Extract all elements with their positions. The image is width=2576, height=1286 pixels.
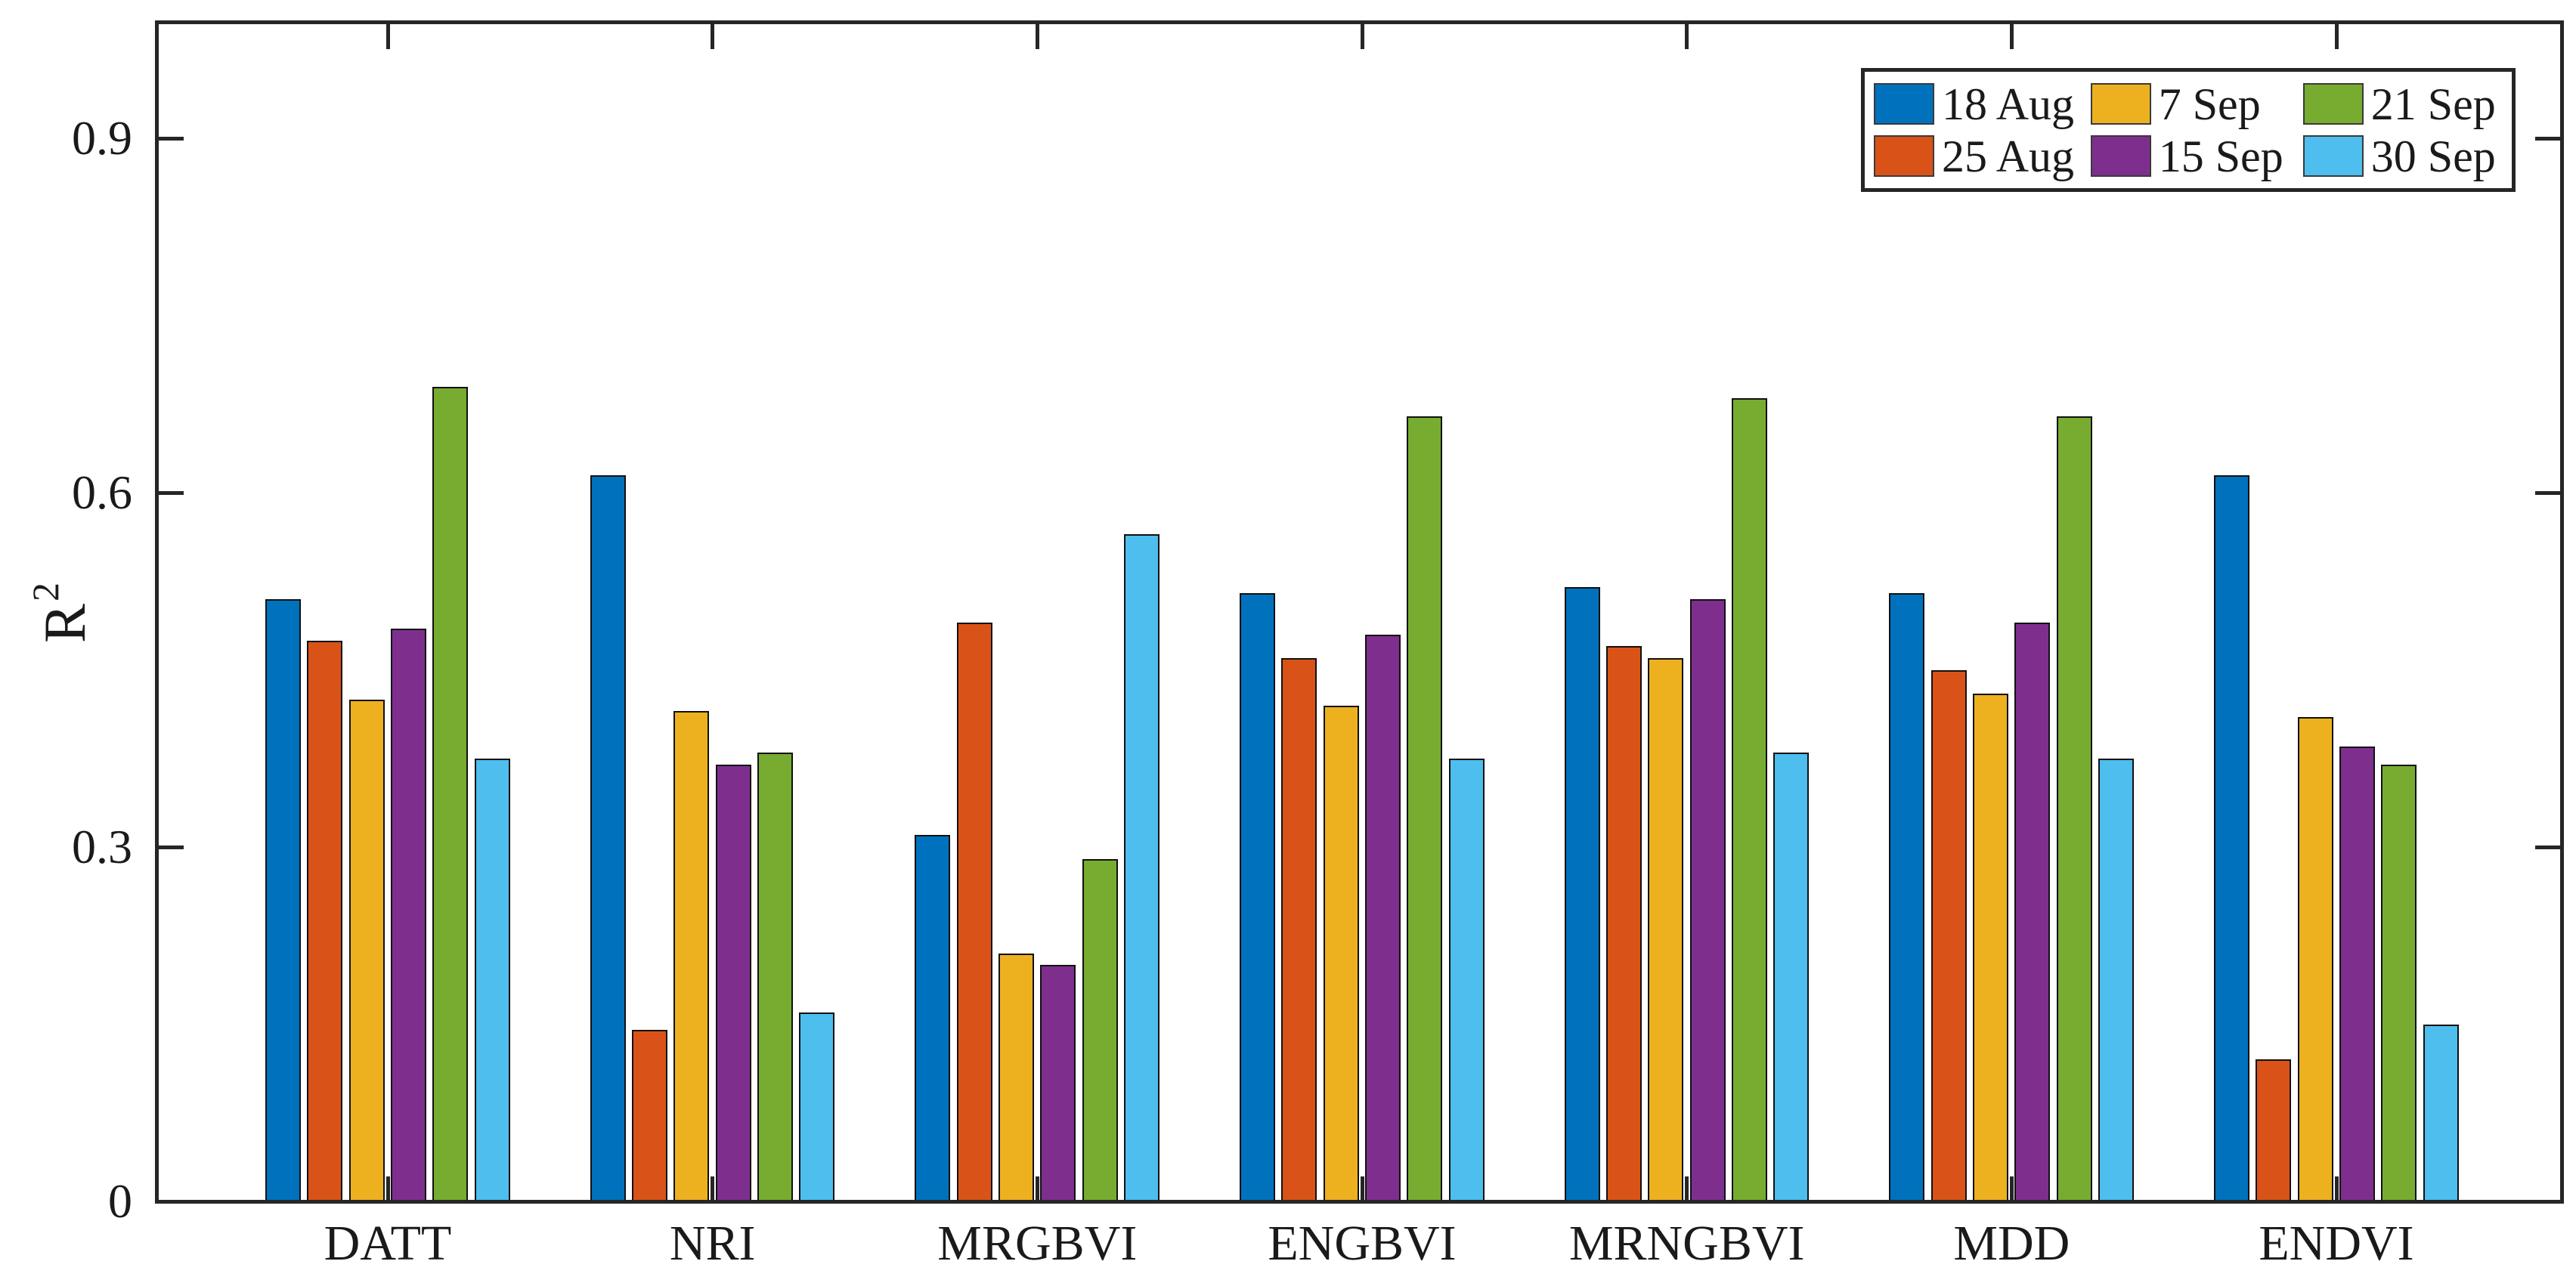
bar-mrgbvi-7-sep (999, 953, 1034, 1202)
bar-mrngbvi-18-aug (1564, 587, 1600, 1202)
bar-mdd-21-sep (2056, 416, 2092, 1202)
plot-border-top (155, 20, 2564, 24)
x-category-label: MDD (1953, 1216, 2070, 1271)
legend-swatch-21-sep (2302, 83, 2364, 125)
legend-item-21-sep: 21 Sep (2302, 79, 2503, 129)
bar-nri-7-sep (673, 711, 710, 1202)
bar-nri-15-sep (715, 764, 751, 1202)
x-category-label: DATT (324, 1216, 452, 1271)
x-category-label: MRGBVI (937, 1216, 1138, 1271)
legend-swatch-15-sep (2090, 135, 2151, 177)
x-axis-tick-bottom (385, 1176, 390, 1201)
legend-label: 7 Sep (2158, 79, 2261, 129)
legend-label: 30 Sep (2370, 131, 2496, 181)
y-axis-tick-left (159, 845, 184, 849)
x-axis-tick-top (385, 24, 390, 49)
bar-endvi-7-sep (2297, 717, 2333, 1202)
legend-swatch-25-aug (1874, 135, 1934, 177)
x-axis-tick-top (711, 24, 715, 49)
y-axis-tick-right (2535, 845, 2560, 849)
y-axis-tick-label: 0.9 (72, 111, 132, 165)
legend-item-18-aug: 18 Aug (1874, 80, 2091, 128)
bar-mrngbvi-30-sep (1773, 753, 1810, 1202)
x-axis-tick-bottom (2334, 1176, 2339, 1201)
legend-item-30-sep: 30 Sep (2302, 131, 2503, 181)
bar-datt-30-sep (474, 758, 510, 1202)
bar-nri-18-aug (590, 475, 626, 1202)
x-axis-tick-top (1360, 24, 1364, 49)
bar-mrgbvi-18-aug (915, 835, 951, 1202)
x-axis-tick-bottom (1685, 1176, 1689, 1201)
bar-mdd-30-sep (2098, 758, 2134, 1202)
y-axis-tick-label: 0 (108, 1174, 132, 1228)
bar-endvi-18-aug (2214, 475, 2250, 1202)
x-category-label: NRI (669, 1216, 756, 1271)
y-axis-tick-right (2535, 490, 2560, 495)
legend-swatch-30-sep (2302, 135, 2364, 177)
legend-item-25-aug: 25 Aug (1874, 132, 2091, 181)
bar-mdd-15-sep (2014, 623, 2051, 1202)
bar-endvi-25-aug (2256, 1059, 2292, 1202)
y-axis-tick-left (159, 136, 184, 141)
x-axis-tick-top (1035, 24, 1039, 49)
legend-swatch-18-aug (1874, 83, 1934, 125)
bar-mrgbvi-15-sep (1040, 965, 1076, 1202)
legend-label: 15 Sep (2158, 131, 2283, 181)
x-axis-tick-bottom (1035, 1176, 1039, 1201)
x-axis-tick-top (1685, 24, 1689, 49)
bar-nri-21-sep (757, 753, 793, 1202)
legend-swatch-7-sep (2090, 83, 2151, 125)
bar-datt-15-sep (390, 628, 426, 1202)
x-axis-tick-top (2334, 24, 2339, 49)
bar-nri-25-aug (632, 1030, 667, 1202)
bar-mrngbvi-15-sep (1689, 598, 1726, 1202)
bar-mrgbvi-25-aug (956, 623, 992, 1202)
bar-mdd-25-aug (1930, 669, 1967, 1202)
x-axis-tick-bottom (2009, 1176, 2014, 1201)
x-category-label: MRNGBVI (1568, 1216, 1805, 1271)
x-category-label: ENGBVI (1268, 1216, 1457, 1271)
x-axis-tick-bottom (1360, 1176, 1364, 1201)
x-axis-tick-top (2009, 24, 2014, 49)
bar-datt-25-aug (307, 640, 343, 1202)
bar-endvi-21-sep (2381, 764, 2417, 1202)
legend: 18 Aug 7 Sep 21 Sep 25 Aug 15 Sep 30 Sep (1861, 68, 2516, 192)
plot-border-left (155, 20, 159, 1204)
legend-item-15-sep: 15 Sep (2090, 131, 2303, 181)
bar-engbvi-18-aug (1240, 593, 1275, 1202)
legend-label: 25 Aug (1942, 131, 2075, 181)
y-axis-tick-label: 0.6 (72, 465, 132, 520)
bar-mrngbvi-7-sep (1648, 658, 1684, 1202)
bar-engbvi-7-sep (1323, 705, 1359, 1202)
x-axis-tick-bottom (711, 1176, 715, 1201)
bar-mrngbvi-25-aug (1606, 646, 1642, 1202)
bar-datt-18-aug (265, 598, 301, 1202)
bar-datt-21-sep (432, 386, 469, 1202)
plot-border-bottom (155, 1200, 2564, 1204)
bar-mrgbvi-21-sep (1082, 858, 1118, 1202)
bar-datt-7-sep (348, 699, 385, 1202)
bar-endvi-15-sep (2339, 747, 2375, 1202)
bar-engbvi-21-sep (1407, 416, 1443, 1202)
y-axis-tick-right (2535, 136, 2560, 141)
bar-engbvi-15-sep (1365, 634, 1401, 1202)
bar-nri-30-sep (799, 1012, 835, 1202)
legend-label: 21 Sep (2370, 79, 2496, 129)
plot-border-right (2560, 20, 2564, 1204)
bar-mrngbvi-21-sep (1732, 398, 1767, 1202)
y-axis-tick-label: 0.3 (72, 820, 132, 874)
x-category-label: ENDVI (2259, 1216, 2414, 1271)
legend-item-7-sep: 7 Sep (2090, 79, 2303, 129)
y-axis-tick-left (159, 490, 184, 495)
bar-mdd-18-aug (1889, 593, 1925, 1202)
bar-mdd-7-sep (1973, 693, 2008, 1202)
bar-engbvi-30-sep (1448, 758, 1485, 1202)
bar-endvi-30-sep (2423, 1024, 2459, 1202)
bar-mrgbvi-30-sep (1123, 533, 1160, 1202)
bar-engbvi-25-aug (1281, 658, 1317, 1202)
legend-label: 18 Aug (1942, 79, 2075, 129)
y-axis-label-base: R (32, 603, 98, 644)
